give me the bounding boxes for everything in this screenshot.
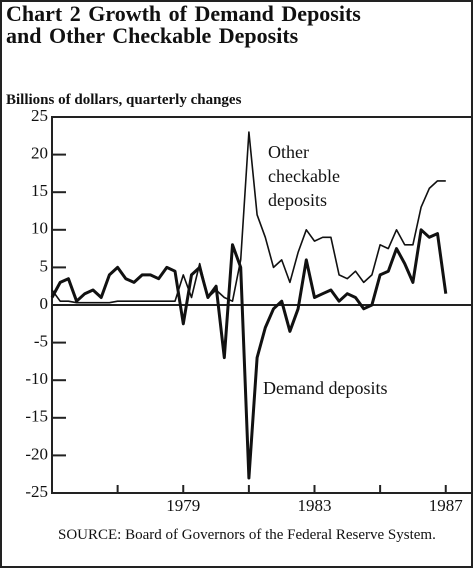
y-tick-label: -20 — [25, 444, 48, 463]
chart-subtitle: Billions of dollars, quarterly changes — [6, 92, 242, 108]
series-line — [50, 228, 448, 480]
y-tick-label: 10 — [31, 219, 48, 238]
y-tick-label: -15 — [25, 407, 48, 426]
y-tick-label: -5 — [34, 332, 48, 351]
y-tick-label: 25 — [31, 106, 48, 125]
x-tick-label: 1983 — [298, 496, 332, 515]
series-label: Demand deposits — [263, 378, 388, 398]
y-tick-label: 20 — [31, 144, 48, 163]
y-tick-label: -10 — [25, 369, 48, 388]
x-tick-label: 1979 — [166, 496, 200, 515]
chart-title: Chart 2 Growth of Demand Deposits and Ot… — [6, 1, 361, 48]
y-tick-label: 15 — [31, 181, 48, 200]
source-note: SOURCE: Board of Governors of the Federa… — [58, 527, 436, 543]
series-line — [51, 131, 446, 304]
x-tick-label: 1987 — [429, 496, 464, 515]
y-tick-label: 5 — [40, 256, 49, 275]
y-tick-label: 0 — [40, 294, 49, 313]
y-tick-label: -25 — [25, 482, 48, 501]
series-label: Other checkable deposits — [268, 142, 340, 210]
